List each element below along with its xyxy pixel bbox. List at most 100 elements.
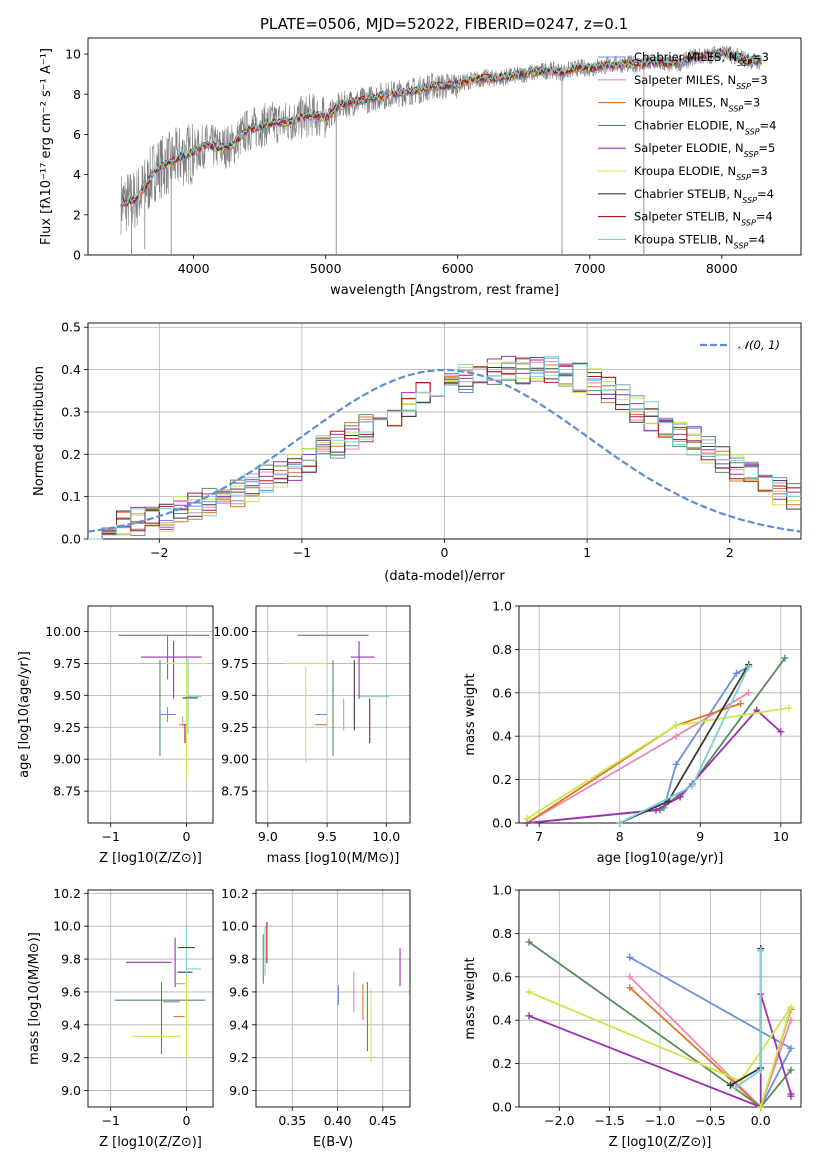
- age-vs-z-xlabel: Z [log10(Z/Z⊙)]: [99, 851, 202, 866]
- spectrum-legend-label: Salpeter MILES, NSSP=3: [634, 73, 768, 91]
- residual-ytick-label: 0.2: [61, 447, 81, 462]
- spectrum-legend-label: Salpeter ELODIE, NSSP=5: [634, 141, 775, 159]
- weight-vs-z-marker: [525, 938, 533, 946]
- spectrum-legend-label: Chabrier STELIB, NSSP=4: [634, 187, 774, 205]
- age-vs-z-ytick-label: 9.50: [53, 688, 81, 703]
- legend-subscript: SSP: [734, 241, 749, 250]
- weight-vs-z-marker: [757, 1066, 765, 1074]
- weight-vs-age-marker: [672, 760, 680, 768]
- age-vs-mass-ytick-label: 9.25: [221, 720, 249, 735]
- mass-vs-ebv-frame: [255, 889, 411, 1108]
- mass-vs-ebv-ytick-label: 9.2: [229, 1050, 249, 1065]
- spectrum-ytick-label: 8: [73, 87, 81, 102]
- weight-vs-z-xtick-label: 0.0: [751, 1113, 771, 1128]
- weight-vs-age-marker: [672, 721, 680, 729]
- age-vs-mass-xtick-label: 9.5: [317, 829, 337, 844]
- weight-vs-z-marker: [757, 1103, 765, 1111]
- mass-vs-ebv-ytick-label: 9.4: [229, 1017, 249, 1032]
- age-vs-z-xtick-label: 0: [183, 829, 191, 844]
- weight-vs-age-marker: [733, 669, 741, 677]
- residual-xtick-label: −2: [150, 545, 168, 560]
- weight-vs-z-marker: [787, 1066, 795, 1074]
- mass-vs-z-ytick-label: 10.2: [53, 886, 81, 901]
- residual-ytick-label: 0.3: [61, 404, 81, 419]
- weight-vs-age-ytick-label: 0.0: [492, 816, 512, 831]
- weight-vs-age-marker: [523, 815, 531, 823]
- spectrum-legend-label: Kroupa STELIB, NSSP=4: [634, 232, 765, 250]
- weight-vs-age-marker: [688, 782, 696, 790]
- spectrum-xtick-label: 7000: [574, 261, 606, 276]
- mass-vs-ebv-ytick-label: 9.0: [229, 1083, 249, 1098]
- spectrum-ylabel: Flux [fλ10⁻¹⁷ erg cm⁻² s⁻¹ A⁻¹]: [39, 48, 54, 245]
- weight-vs-z-marker: [626, 953, 634, 961]
- weight-vs-age-series-line: [619, 666, 750, 824]
- age-vs-mass-ytick-label: 8.75: [221, 784, 249, 799]
- age-vs-z-ytick-label: 8.75: [53, 784, 81, 799]
- weight-vs-z-ytick-label: 0.8: [492, 926, 512, 941]
- weight-vs-z-marker: [787, 1016, 795, 1024]
- spectrum-ytick-label: 4: [73, 167, 81, 182]
- weight-vs-age-xtick-label: 10: [773, 829, 789, 844]
- residual-ytick-label: 0.4: [61, 362, 81, 377]
- mass-vs-z-ytick-label: 9.0: [61, 1083, 81, 1098]
- weight-vs-z-xtick-label: −0.5: [695, 1113, 725, 1128]
- legend-subscript: SSP: [745, 127, 760, 136]
- mass-vs-ebv-ytick-label: 10.0: [221, 919, 249, 934]
- age-vs-z-ytick-label: 9.00: [53, 752, 81, 767]
- age-vs-mass-xtick-label: 9.0: [258, 829, 278, 844]
- spectrum-model-line: [120, 48, 762, 206]
- weight-vs-z-xlabel: Z [log10(Z/Z⊙)]: [609, 1135, 712, 1150]
- weight-vs-age-xtick-label: 7: [535, 829, 543, 844]
- legend-subscript: SSP: [744, 150, 759, 159]
- weight-vs-age-marker: [616, 819, 624, 827]
- spectrum-ytick-label: 6: [73, 127, 81, 142]
- spectrum-legend-label: Chabrier MILES, NSSP=3: [634, 50, 769, 68]
- weight-vs-z-marker: [525, 988, 533, 996]
- legend-subscript: SSP: [729, 104, 744, 113]
- residual-xlabel: (data-model)/error: [384, 569, 505, 584]
- age-vs-mass-xtick-label: 10.0: [372, 829, 400, 844]
- weight-vs-age-xtick-label: 9: [696, 829, 704, 844]
- weight-vs-age-ytick-label: 0.6: [492, 685, 512, 700]
- residual-legend-label: 𝒩(0, 1): [738, 338, 780, 352]
- residual-xtick-label: −1: [293, 545, 311, 560]
- weight-vs-z-ytick-label: 0.6: [492, 969, 512, 984]
- spectrum-xlabel: wavelength [Angstrom, rest frame]: [330, 283, 559, 298]
- weight-vs-z-ytick-label: 0.2: [492, 1056, 512, 1071]
- spectrum-legend-label: Kroupa ELODIE, NSSP=3: [634, 164, 768, 182]
- weight-vs-age-ytick-label: 0.2: [492, 772, 512, 787]
- weight-vs-z-ylabel: mass weight: [463, 957, 478, 1039]
- age-vs-mass-frame: [255, 605, 411, 824]
- age-vs-z-ytick-label: 9.25: [53, 720, 81, 735]
- residual-xtick-label: 1: [583, 545, 591, 560]
- spectrum-xtick-label: 5000: [310, 261, 342, 276]
- mass-vs-ebv-ytick-label: 9.8: [229, 952, 249, 967]
- weight-vs-z-marker: [727, 1081, 734, 1089]
- residual-ytick-label: 0.0: [61, 532, 81, 547]
- age-vs-z-ylabel: age [log10(age/yr)]: [17, 651, 32, 778]
- legend-subscript: SSP: [737, 59, 752, 68]
- weight-vs-z-xtick-label: −1.0: [645, 1113, 675, 1128]
- mass-vs-z-xtick-label: −1: [102, 1113, 120, 1128]
- weight-vs-z-ytick-label: 1.0: [492, 883, 512, 898]
- weight-vs-z-ytick-label: 0.0: [492, 1100, 512, 1115]
- mass-vs-z-ytick-label: 9.8: [61, 952, 81, 967]
- weight-vs-age-marker: [781, 654, 789, 662]
- weight-vs-z-marker: [626, 973, 634, 981]
- age-vs-mass-ytick-label: 9.50: [221, 688, 249, 703]
- spectrum-xtick-label: 4000: [178, 261, 210, 276]
- spectrum-legend-label: Chabrier ELODIE, NSSP=4: [634, 118, 776, 136]
- mass-vs-z-ylabel: mass [log10(M/M⊙)]: [27, 932, 42, 1065]
- mass-vs-ebv-xlabel: E(B-V): [313, 1135, 353, 1150]
- age-vs-z-ytick-label: 9.75: [53, 656, 81, 671]
- weight-vs-age-series-line: [526, 707, 790, 820]
- mass-vs-z-ytick-label: 10.0: [53, 919, 81, 934]
- weight-vs-age-series-line: [619, 664, 750, 824]
- residual-hist-series: [88, 355, 801, 540]
- spectrum-xtick-label: 6000: [442, 261, 474, 276]
- spectrum-ytick-label: 0: [73, 248, 81, 263]
- weight-vs-age-ytick-label: 0.8: [492, 642, 512, 657]
- weight-vs-age-marker: [745, 663, 753, 671]
- weight-vs-age-ytick-label: 0.4: [492, 729, 512, 744]
